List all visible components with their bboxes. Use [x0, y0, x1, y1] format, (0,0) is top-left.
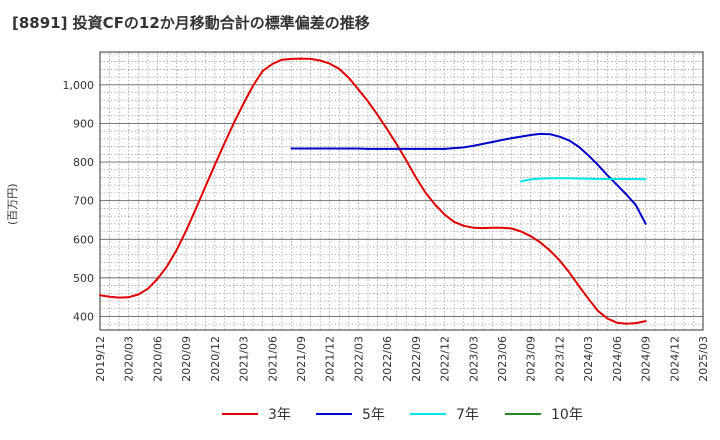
y-tick-label: 600: [73, 233, 94, 246]
legend-swatch: [316, 413, 352, 415]
x-tick-label: 2024/06: [611, 336, 624, 382]
x-tick-label: 2023/03: [467, 336, 480, 382]
x-tick-label: 2023/09: [525, 336, 538, 382]
x-tick-label: 2019/12: [94, 336, 107, 382]
legend-item: 7年: [410, 402, 479, 426]
x-tick-label: 2023/12: [553, 336, 566, 382]
chart-legend: 3年 5年 7年 10年: [0, 402, 720, 426]
x-tick-label: 2022/12: [439, 336, 452, 382]
y-tick-label: 700: [73, 195, 94, 208]
y-tick-label: 900: [73, 117, 94, 130]
x-tick-label: 2020/09: [180, 336, 193, 382]
legend-item: 10年: [505, 402, 583, 426]
x-tick-label: 2022/09: [410, 336, 423, 382]
legend-item: 5年: [316, 402, 385, 426]
x-tick-label: 2020/06: [151, 336, 164, 382]
y-tick-label: 1,000: [63, 79, 95, 92]
x-tick-label: 2022/06: [381, 336, 394, 382]
legend-swatch: [505, 413, 541, 415]
x-tick-label: 2022/03: [352, 336, 365, 382]
legend-label: 10年: [551, 407, 583, 423]
series-line: [290, 132, 647, 225]
series-line: [99, 57, 647, 325]
chart-title: [8891] 投資CFの12か月移動合計の標準偏差の推移: [12, 14, 370, 32]
y-tick-label: 500: [73, 272, 94, 285]
y-tick-label: 400: [73, 310, 94, 323]
legend-swatch: [222, 413, 258, 415]
legend-label: 5年: [362, 407, 385, 423]
x-tick-label: 2023/06: [496, 336, 509, 382]
legend-item: 3年: [222, 402, 291, 426]
x-tick-label: 2024/03: [582, 336, 595, 382]
y-tick-label: 800: [73, 156, 94, 169]
x-tick-label: 2021/03: [238, 336, 251, 382]
plot-area: [100, 52, 703, 330]
x-tick-label: 2021/09: [295, 336, 308, 382]
legend-label: 3年: [268, 407, 291, 423]
legend-swatch: [410, 413, 446, 415]
x-tick-label: 2024/12: [668, 336, 681, 382]
x-tick-label: 2025/03: [697, 336, 710, 382]
legend-label: 7年: [456, 407, 479, 423]
x-tick-label: 2024/09: [640, 336, 653, 382]
series-line: [520, 177, 647, 183]
x-tick-label: 2020/03: [123, 336, 136, 382]
plot-frame: [99, 51, 704, 331]
x-tick-label: 2021/12: [324, 336, 337, 382]
x-tick-label: 2021/06: [266, 336, 279, 382]
x-tick-label: 2020/12: [209, 336, 222, 382]
